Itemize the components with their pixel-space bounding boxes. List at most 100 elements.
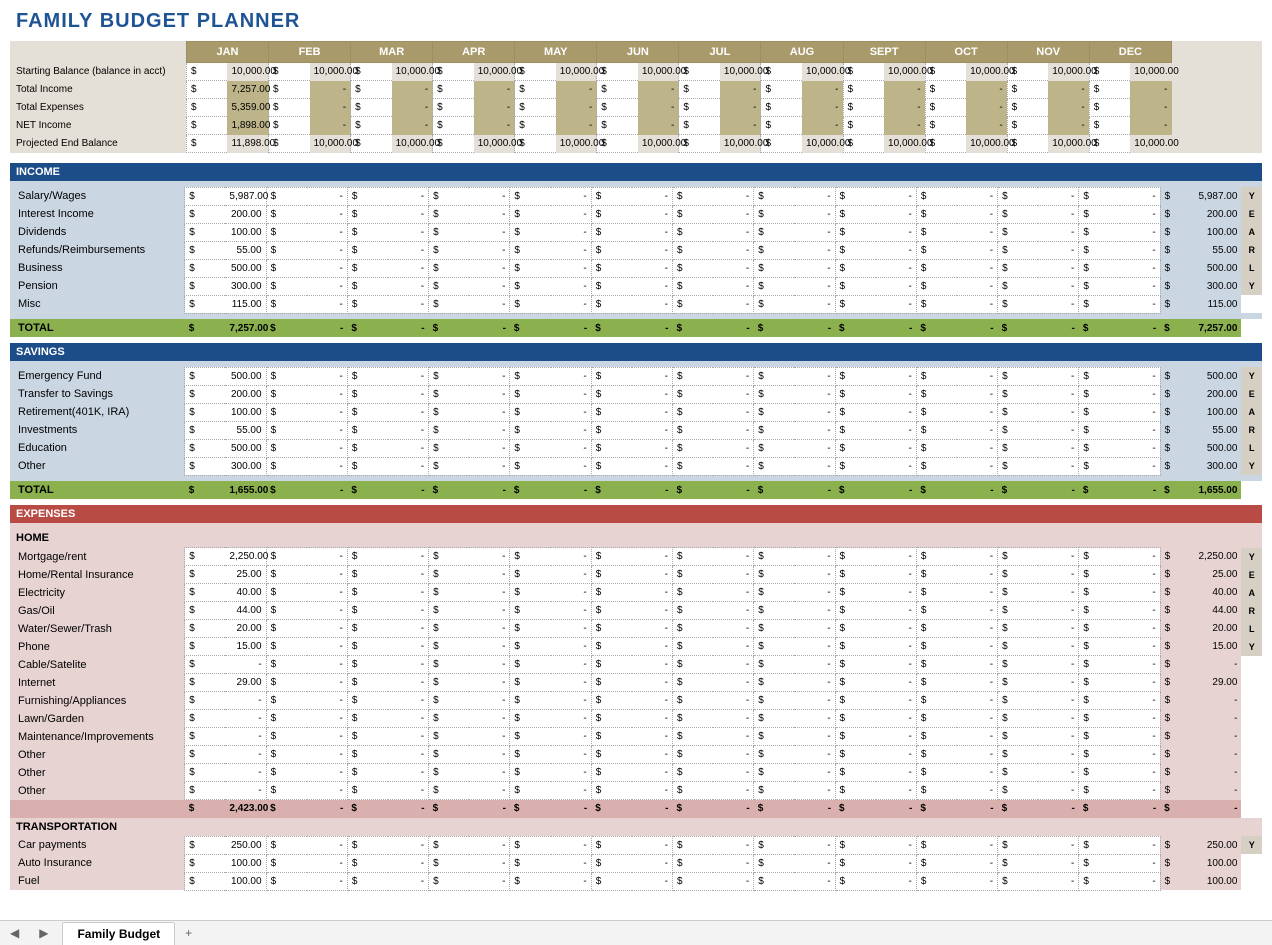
cell-currency[interactable]: $ bbox=[515, 63, 556, 81]
cell-value[interactable]: - bbox=[388, 566, 429, 584]
cell-currency[interactable]: $ bbox=[916, 223, 957, 241]
cell-currency[interactable]: $ bbox=[835, 602, 876, 620]
cell-value[interactable]: - bbox=[1038, 620, 1079, 638]
cell-currency[interactable]: $ bbox=[347, 367, 388, 385]
cell-value[interactable]: - bbox=[469, 764, 510, 782]
cell-value[interactable]: 500.00 bbox=[225, 439, 266, 457]
cell-currency[interactable]: $ bbox=[185, 656, 226, 674]
cell-currency[interactable]: $ bbox=[998, 602, 1039, 620]
cell-currency[interactable]: $ bbox=[754, 241, 795, 259]
cell-currency[interactable]: $ bbox=[835, 205, 876, 223]
cell-currency[interactable]: $ bbox=[510, 872, 551, 890]
cell-value[interactable]: - bbox=[632, 638, 673, 656]
cell-value[interactable]: - bbox=[551, 638, 592, 656]
cell-currency[interactable]: $ bbox=[672, 566, 713, 584]
cell-value[interactable]: - bbox=[307, 602, 348, 620]
cell-value[interactable]: - bbox=[794, 710, 835, 728]
cell-value[interactable]: - bbox=[876, 584, 917, 602]
cell-currency[interactable]: $ bbox=[510, 674, 551, 692]
cell-currency[interactable]: $ bbox=[433, 99, 474, 117]
cell-value[interactable]: - bbox=[388, 620, 429, 638]
cell-currency[interactable]: $ bbox=[591, 692, 632, 710]
cell-currency[interactable]: $ bbox=[843, 63, 884, 81]
cell-currency[interactable]: $ bbox=[1079, 656, 1120, 674]
cell-currency[interactable]: $ bbox=[347, 836, 388, 854]
cell-value[interactable]: - bbox=[388, 764, 429, 782]
cell-value[interactable]: - bbox=[1120, 187, 1161, 205]
cell-value[interactable]: - bbox=[1120, 746, 1161, 764]
cell-currency[interactable]: $ bbox=[1079, 836, 1120, 854]
cell-value[interactable]: - bbox=[632, 782, 673, 800]
cell-value[interactable]: - bbox=[469, 421, 510, 439]
cell-currency[interactable]: $ bbox=[998, 836, 1039, 854]
cell-value[interactable]: 10,000.00 bbox=[966, 63, 1007, 81]
cell-currency[interactable]: $ bbox=[429, 277, 470, 295]
cell-currency[interactable]: $ bbox=[754, 223, 795, 241]
cell-currency[interactable]: $ bbox=[266, 710, 307, 728]
cell-value[interactable]: - bbox=[632, 385, 673, 403]
cell-currency[interactable]: $ bbox=[925, 117, 966, 135]
cell-value[interactable]: 250.00 bbox=[225, 836, 266, 854]
cell-currency[interactable]: $ bbox=[510, 367, 551, 385]
cell-value[interactable]: - bbox=[307, 782, 348, 800]
cell-currency[interactable]: $ bbox=[185, 710, 226, 728]
cell-currency[interactable]: $ bbox=[998, 566, 1039, 584]
cell-value[interactable]: 29.00 bbox=[225, 674, 266, 692]
cell-value[interactable]: - bbox=[632, 566, 673, 584]
cell-currency[interactable]: $ bbox=[835, 457, 876, 475]
cell-value[interactable]: - bbox=[307, 548, 348, 566]
cell-value[interactable]: 10,000.00 bbox=[1130, 63, 1171, 81]
cell-value[interactable]: - bbox=[556, 81, 597, 99]
cell-value[interactable]: - bbox=[794, 728, 835, 746]
cell-currency[interactable]: $ bbox=[510, 782, 551, 800]
cell-value[interactable]: - bbox=[957, 457, 998, 475]
cell-currency[interactable]: $ bbox=[510, 764, 551, 782]
cell-currency[interactable]: $ bbox=[591, 620, 632, 638]
cell-currency[interactable]: $ bbox=[591, 710, 632, 728]
cell-currency[interactable]: $ bbox=[916, 764, 957, 782]
cell-currency[interactable]: $ bbox=[510, 656, 551, 674]
cell-currency[interactable]: $ bbox=[591, 746, 632, 764]
cell-currency[interactable]: $ bbox=[1007, 63, 1048, 81]
cell-value[interactable]: - bbox=[794, 566, 835, 584]
cell-value[interactable]: - bbox=[632, 295, 673, 313]
cell-value[interactable]: - bbox=[388, 421, 429, 439]
cell-currency[interactable]: $ bbox=[347, 584, 388, 602]
cell-currency[interactable]: $ bbox=[510, 584, 551, 602]
cell-value[interactable]: - bbox=[1120, 656, 1161, 674]
cell-value[interactable]: - bbox=[1120, 385, 1161, 403]
cell-currency[interactable]: $ bbox=[1079, 548, 1120, 566]
cell-currency[interactable]: $ bbox=[429, 854, 470, 872]
cell-value[interactable]: - bbox=[392, 81, 433, 99]
cell-currency[interactable]: $ bbox=[916, 692, 957, 710]
cell-currency[interactable]: $ bbox=[1079, 403, 1120, 421]
cell-value[interactable]: - bbox=[957, 602, 998, 620]
cell-value[interactable]: - bbox=[884, 99, 925, 117]
cell-value[interactable]: - bbox=[469, 439, 510, 457]
cell-currency[interactable]: $ bbox=[591, 656, 632, 674]
cell-value[interactable]: - bbox=[551, 764, 592, 782]
cell-currency[interactable]: $ bbox=[835, 620, 876, 638]
cell-value[interactable]: 10,000.00 bbox=[474, 135, 515, 153]
cell-value[interactable]: - bbox=[876, 836, 917, 854]
cell-currency[interactable]: $ bbox=[761, 117, 802, 135]
cell-value[interactable]: - bbox=[551, 656, 592, 674]
cell-value[interactable]: - bbox=[876, 457, 917, 475]
cell-value[interactable]: - bbox=[713, 782, 754, 800]
cell-currency[interactable]: $ bbox=[266, 782, 307, 800]
cell-value[interactable]: - bbox=[876, 764, 917, 782]
cell-currency[interactable]: $ bbox=[266, 439, 307, 457]
cell-currency[interactable]: $ bbox=[591, 566, 632, 584]
cell-currency[interactable]: $ bbox=[916, 259, 957, 277]
cell-value[interactable]: - bbox=[720, 99, 761, 117]
cell-currency[interactable]: $ bbox=[1079, 782, 1120, 800]
cell-currency[interactable]: $ bbox=[510, 457, 551, 475]
cell-value[interactable]: - bbox=[713, 692, 754, 710]
cell-value[interactable]: - bbox=[307, 277, 348, 295]
cell-value[interactable]: - bbox=[957, 187, 998, 205]
cell-currency[interactable]: $ bbox=[269, 135, 310, 153]
cell-currency[interactable]: $ bbox=[510, 187, 551, 205]
cell-currency[interactable]: $ bbox=[998, 764, 1039, 782]
cell-value[interactable]: - bbox=[794, 746, 835, 764]
cell-value[interactable]: - bbox=[957, 746, 998, 764]
